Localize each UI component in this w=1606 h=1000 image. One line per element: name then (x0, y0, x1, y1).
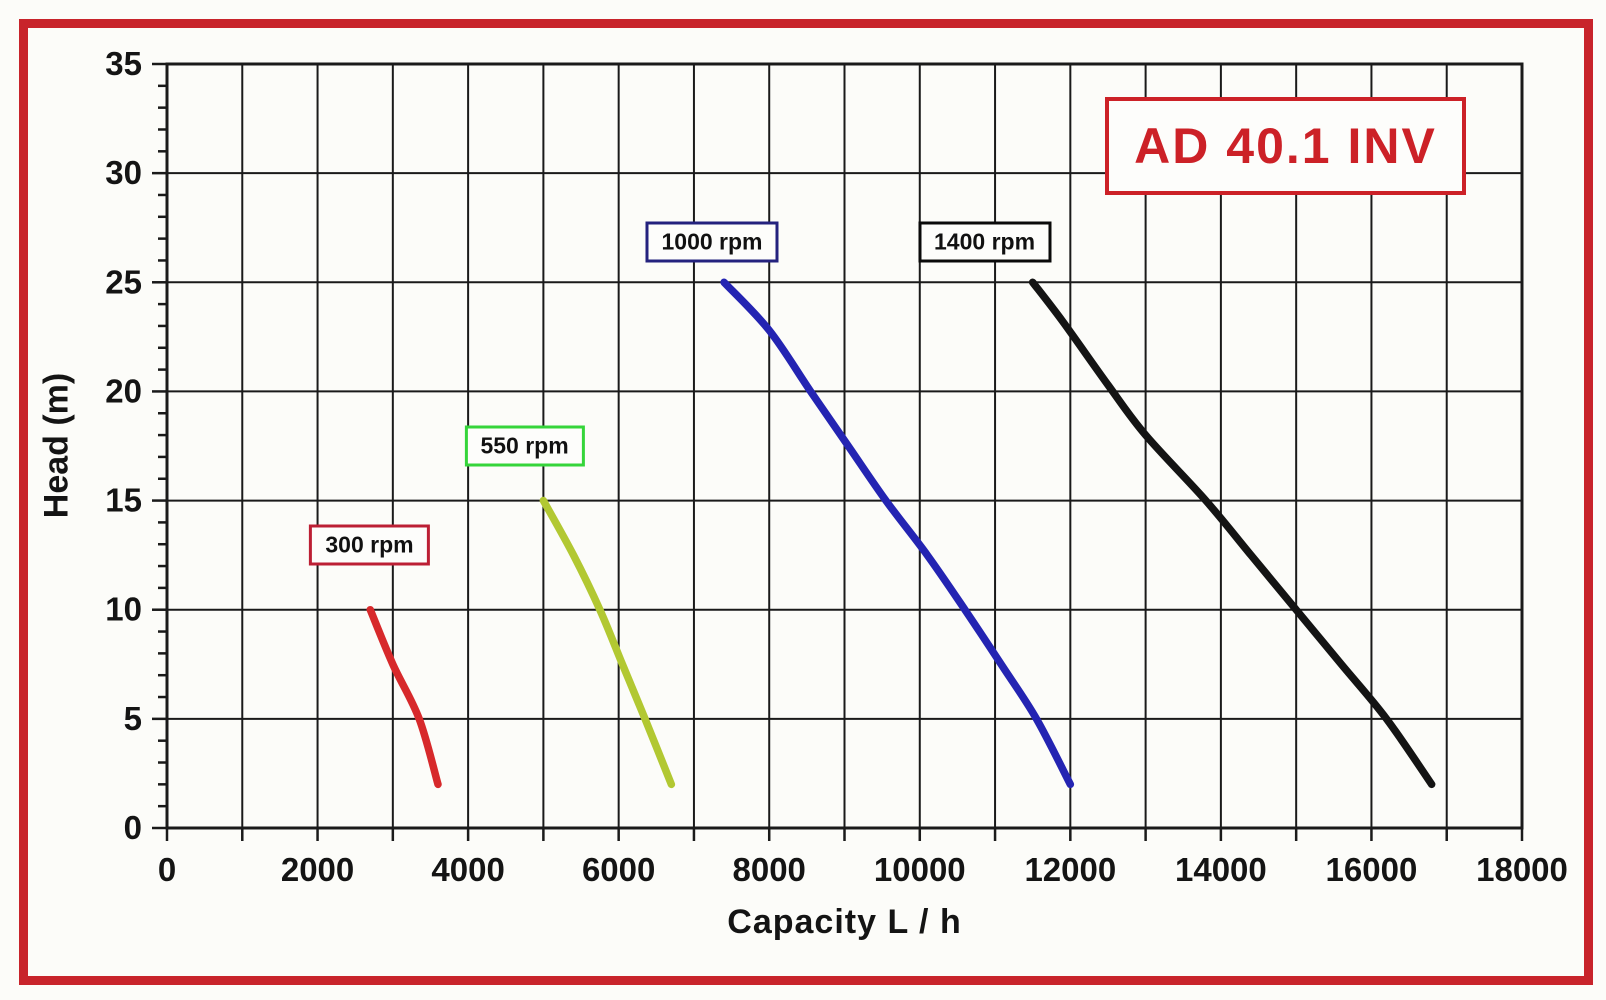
y-tick-label: 5 (124, 700, 142, 737)
y-tick-label: 25 (105, 263, 142, 300)
y-tick-label: 30 (105, 154, 142, 191)
x-tick-label: 18000 (1476, 851, 1568, 888)
curve-300-rpm (366, 605, 442, 789)
y-tick-label: 15 (105, 482, 142, 519)
x-tick-label: 4000 (431, 851, 504, 888)
series-label-1400-rpm: 1400 rpm (918, 221, 1052, 263)
chart-title-box: AD 40.1 INV (1105, 97, 1466, 195)
x-tick-label: 0 (158, 851, 176, 888)
y-tick-label: 0 (124, 809, 142, 846)
curve-1400-rpm (1028, 278, 1436, 789)
plot-border (165, 62, 1524, 830)
y-tick-label: 10 (105, 591, 142, 628)
curve-550-rpm (539, 496, 676, 789)
curve-1000-rpm (720, 278, 1075, 789)
x-tick-label: 10000 (874, 851, 966, 888)
x-tick-label: 12000 (1024, 851, 1116, 888)
x-tick-label: 14000 (1175, 851, 1267, 888)
x-axis-title: Capacity L / h (727, 903, 962, 941)
y-tick-label: 20 (105, 372, 142, 409)
y-tick-label: 35 (105, 45, 142, 82)
x-tick-label: 2000 (281, 851, 354, 888)
y-axis-title: Head (m) (37, 372, 76, 519)
series-label-1000-rpm: 1000 rpm (645, 221, 779, 263)
x-tick-label: 8000 (733, 851, 806, 888)
chart-title: AD 40.1 INV (1134, 118, 1437, 174)
series-label-550-rpm: 550 rpm (464, 425, 585, 467)
x-tick-label: 16000 (1326, 851, 1418, 888)
x-tick-label: 6000 (582, 851, 655, 888)
series-label-300-rpm: 300 rpm (309, 524, 430, 566)
